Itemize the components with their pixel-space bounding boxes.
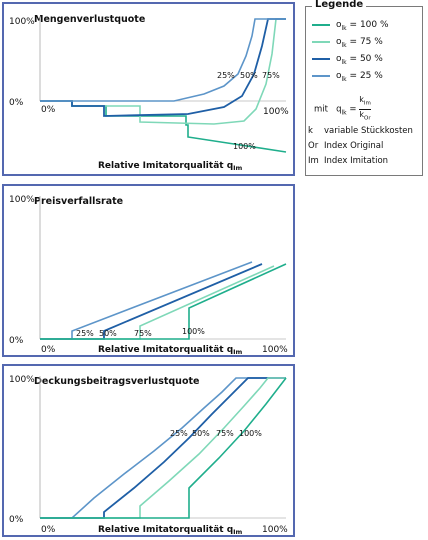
panel-title: Deckungsbeitragsverlustquote <box>34 376 199 387</box>
legend-title: Legende <box>312 0 367 10</box>
curve-label-25: 25% <box>170 429 188 438</box>
series-100-line <box>40 263 287 340</box>
curve-label-75: 75% <box>134 329 152 338</box>
x-right-label: 100% <box>263 107 289 117</box>
chart-mengenverlustquote: Mengenverlustquote 100% 0% 0% 100% 25% 5… <box>9 14 289 172</box>
series-25-line <box>40 261 253 340</box>
x-right-label: 100% <box>262 345 288 355</box>
legend-swatch <box>312 23 330 26</box>
x-axis-label: Relative Imitatorqualität qIm <box>98 345 243 356</box>
legend-abbr-or: Or Index Original <box>308 141 384 151</box>
panel-title: Preisverfallsrate <box>34 196 123 207</box>
curve-label-50: 50% <box>99 329 117 338</box>
series-25-line <box>40 377 286 519</box>
series-75-line <box>40 377 286 519</box>
legend-swatch <box>312 57 330 60</box>
chart-deckungsbeitragsverlustquote: Deckungsbeitragsverlustquote 100% 0% 0% … <box>9 375 288 536</box>
panel-deckungsbeitragsverlustquote: Deckungsbeitragsverlustquote 100% 0% 0% … <box>2 364 295 537</box>
legend-entry-25: olk = 25 % <box>312 71 383 83</box>
legend-entry-50: olk = 50 % <box>312 54 383 66</box>
legend-entry-75: olk = 75 % <box>312 37 383 49</box>
x-axis-label: Relative Imitatorqualität qIm <box>98 525 243 536</box>
curve-label-25: 25% <box>217 71 235 80</box>
curve-label-75: 75% <box>262 71 280 80</box>
series-50-line <box>40 18 286 117</box>
curve-label-75: 75% <box>216 429 234 438</box>
x-left-label: 0% <box>41 525 56 535</box>
curve-label-100: 100% <box>182 327 205 336</box>
series-50-line <box>40 377 286 519</box>
y-top-label: 100% <box>9 17 35 27</box>
legend-abbr-im: Im Index Imitation <box>308 156 389 166</box>
y-zero-label: 0% <box>9 98 24 108</box>
legend-abbr-k: k variable Stückkosten <box>308 126 413 136</box>
panel-mengenverlustquote: Mengenverlustquote 100% 0% 0% 100% 25% 5… <box>2 2 295 176</box>
series-100-line <box>40 377 287 519</box>
y-top-label: 100% <box>9 195 35 205</box>
curve-label-100: 100% <box>239 429 262 438</box>
legend-swatch <box>312 74 330 77</box>
series-25-line <box>40 18 286 102</box>
x-axis-label: Relative Imitatorqualität qIm <box>98 161 243 172</box>
x-right-label: 100% <box>262 525 288 535</box>
legend: Legende olk = 100 % olk = 75 % olk = 50 … <box>305 0 423 176</box>
y-zero-label: 0% <box>9 515 24 525</box>
legend-swatch <box>312 40 330 43</box>
panel-title: Mengenverlustquote <box>34 14 145 25</box>
curve-label-100: 100% <box>233 142 256 151</box>
panel-preisverfallsrate: Preisverfallsrate 100% 0% 0% 100% 25% 50… <box>2 184 295 357</box>
curve-label-50: 50% <box>240 71 258 80</box>
y-zero-label: 0% <box>9 336 24 346</box>
x-left-label: 0% <box>41 345 56 355</box>
legend-entry-100: olk = 100 % <box>312 20 389 32</box>
chart-preisverfallsrate: Preisverfallsrate 100% 0% 0% 100% 25% 50… <box>9 195 288 356</box>
legend-formula: mit qlk = kIm kOr <box>314 95 371 122</box>
x-left-label: 0% <box>41 105 56 115</box>
curve-label-50: 50% <box>192 429 210 438</box>
curve-label-25: 25% <box>76 329 94 338</box>
y-top-label: 100% <box>9 375 35 385</box>
